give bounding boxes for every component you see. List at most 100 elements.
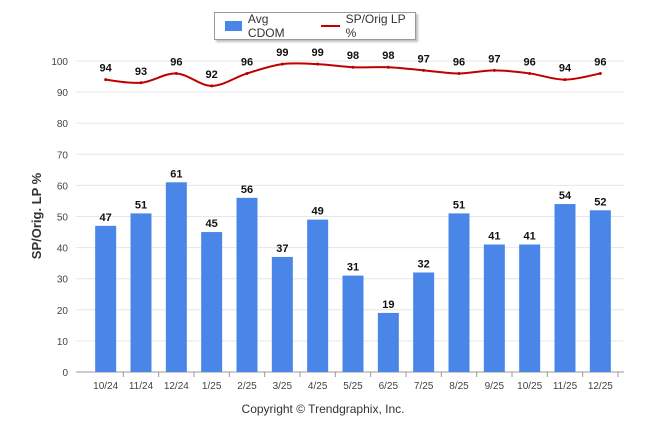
bar-data-label: 56 — [241, 184, 253, 196]
x-tick-label: 5/25 — [343, 381, 363, 392]
line-point — [598, 71, 602, 75]
line-point — [563, 78, 567, 82]
y-tick-label: 60 — [57, 181, 69, 192]
legend-item-line: SP/Orig LP % — [320, 12, 415, 40]
x-tick-label: 10/25 — [517, 381, 542, 392]
line-point — [174, 71, 178, 75]
line-point — [457, 71, 461, 75]
x-tick-label: 12/24 — [164, 381, 189, 392]
line-data-label: 96 — [241, 56, 253, 68]
x-tick-label: 1/25 — [202, 381, 222, 392]
line-point — [210, 84, 214, 88]
bar — [519, 244, 541, 372]
x-tick-label: 8/25 — [449, 381, 469, 392]
bar-data-label: 54 — [559, 190, 572, 202]
line-data-label: 96 — [524, 56, 536, 68]
copyright-footer: Copyright © Trendgraphix, Inc. — [241, 402, 405, 416]
x-tick-label: 3/25 — [273, 381, 293, 392]
bar-data-label: 41 — [488, 230, 500, 242]
bar-data-label: 51 — [453, 199, 465, 211]
legend-line-swatch — [320, 25, 340, 27]
x-tick-label: 6/25 — [379, 381, 399, 392]
line-data-label: 92 — [206, 69, 218, 81]
bar — [201, 232, 223, 372]
line-series — [104, 62, 602, 88]
bar-data-label: 51 — [135, 199, 147, 211]
bar — [377, 312, 399, 372]
legend: Avg CDOM SP/Orig LP % — [214, 12, 416, 40]
x-tick-label: 11/25 — [553, 381, 578, 392]
line-data-label: 99 — [276, 47, 288, 59]
line-point — [245, 71, 249, 75]
line-data-label: 96 — [453, 56, 465, 68]
y-tick-label: 90 — [57, 88, 69, 99]
line-point — [386, 65, 390, 69]
bar — [95, 225, 117, 372]
bar — [413, 272, 435, 372]
line-data-label: 97 — [418, 53, 430, 65]
line-point — [280, 62, 284, 66]
legend-line-label: SP/Orig LP % — [345, 12, 406, 40]
bar — [589, 210, 611, 372]
line-data-label: 98 — [382, 50, 394, 62]
line-point — [104, 78, 108, 82]
line-point — [351, 65, 355, 69]
bar — [448, 213, 470, 372]
x-tick-label: 9/25 — [485, 381, 505, 392]
line-point — [492, 68, 496, 72]
y-tick-label: 30 — [57, 275, 69, 286]
line-data-label: 96 — [170, 56, 182, 68]
bar-series — [95, 182, 611, 372]
bar — [307, 219, 329, 372]
bar-data-label: 47 — [100, 212, 112, 224]
line-data-label: 93 — [135, 66, 147, 78]
bar — [271, 256, 293, 372]
bar-data-label: 37 — [276, 243, 288, 255]
data-labels: 47 51 61 45 56 37 49 31 19 32 51 41 41 54 52 94 93 96 92 96… — [100, 47, 607, 311]
y-tick-label: 40 — [57, 244, 69, 255]
line-point — [528, 71, 532, 75]
y-tick-label: 0 — [62, 368, 68, 379]
bar-data-label: 41 — [524, 230, 536, 242]
bar — [130, 213, 152, 372]
line-point — [316, 62, 320, 66]
bar-data-label: 19 — [382, 299, 394, 311]
line-data-label: 96 — [594, 56, 606, 68]
x-tick-label: 4/25 — [308, 381, 328, 392]
bar-data-label: 49 — [312, 206, 324, 218]
line-point — [422, 68, 426, 72]
line-point — [139, 81, 143, 85]
line-data-label: 97 — [488, 53, 500, 65]
bar — [236, 197, 258, 372]
bar-data-label: 32 — [418, 258, 430, 270]
y-tick-label: 80 — [57, 119, 69, 130]
axes: 0 10 20 30 40 50 60 70 80 90 100 10/24 11/24 12/24 1/2… — [51, 57, 619, 392]
line-data-label: 99 — [312, 47, 324, 59]
bar-data-label: 52 — [594, 196, 606, 208]
line-data-label: 98 — [347, 50, 359, 62]
y-tick-label: 70 — [57, 150, 69, 161]
legend-item-bar: Avg CDOM — [225, 12, 305, 40]
bar-data-label: 45 — [206, 218, 218, 230]
bar — [342, 275, 364, 372]
x-tick-label: 2/25 — [237, 381, 257, 392]
x-tick-label: 12/25 — [588, 381, 613, 392]
bar-data-label: 31 — [347, 262, 359, 274]
y-tick-label: 100 — [51, 57, 68, 68]
line-data-label: 94 — [100, 63, 113, 75]
y-axis-label: SP/Orig. LP % — [29, 172, 44, 259]
x-tick-label: 10/24 — [93, 381, 118, 392]
x-tick-label: 7/25 — [414, 381, 434, 392]
bar — [483, 244, 505, 372]
y-tick-label: 10 — [57, 337, 69, 348]
legend-bar-swatch — [225, 21, 242, 31]
legend-bar-label: Avg CDOM — [247, 12, 285, 40]
bar — [165, 182, 187, 372]
bar — [554, 204, 576, 372]
bar-data-label: 61 — [170, 168, 182, 180]
y-tick-label: 20 — [57, 306, 69, 317]
y-tick-label: 50 — [57, 213, 69, 224]
line-data-label: 94 — [559, 63, 572, 75]
